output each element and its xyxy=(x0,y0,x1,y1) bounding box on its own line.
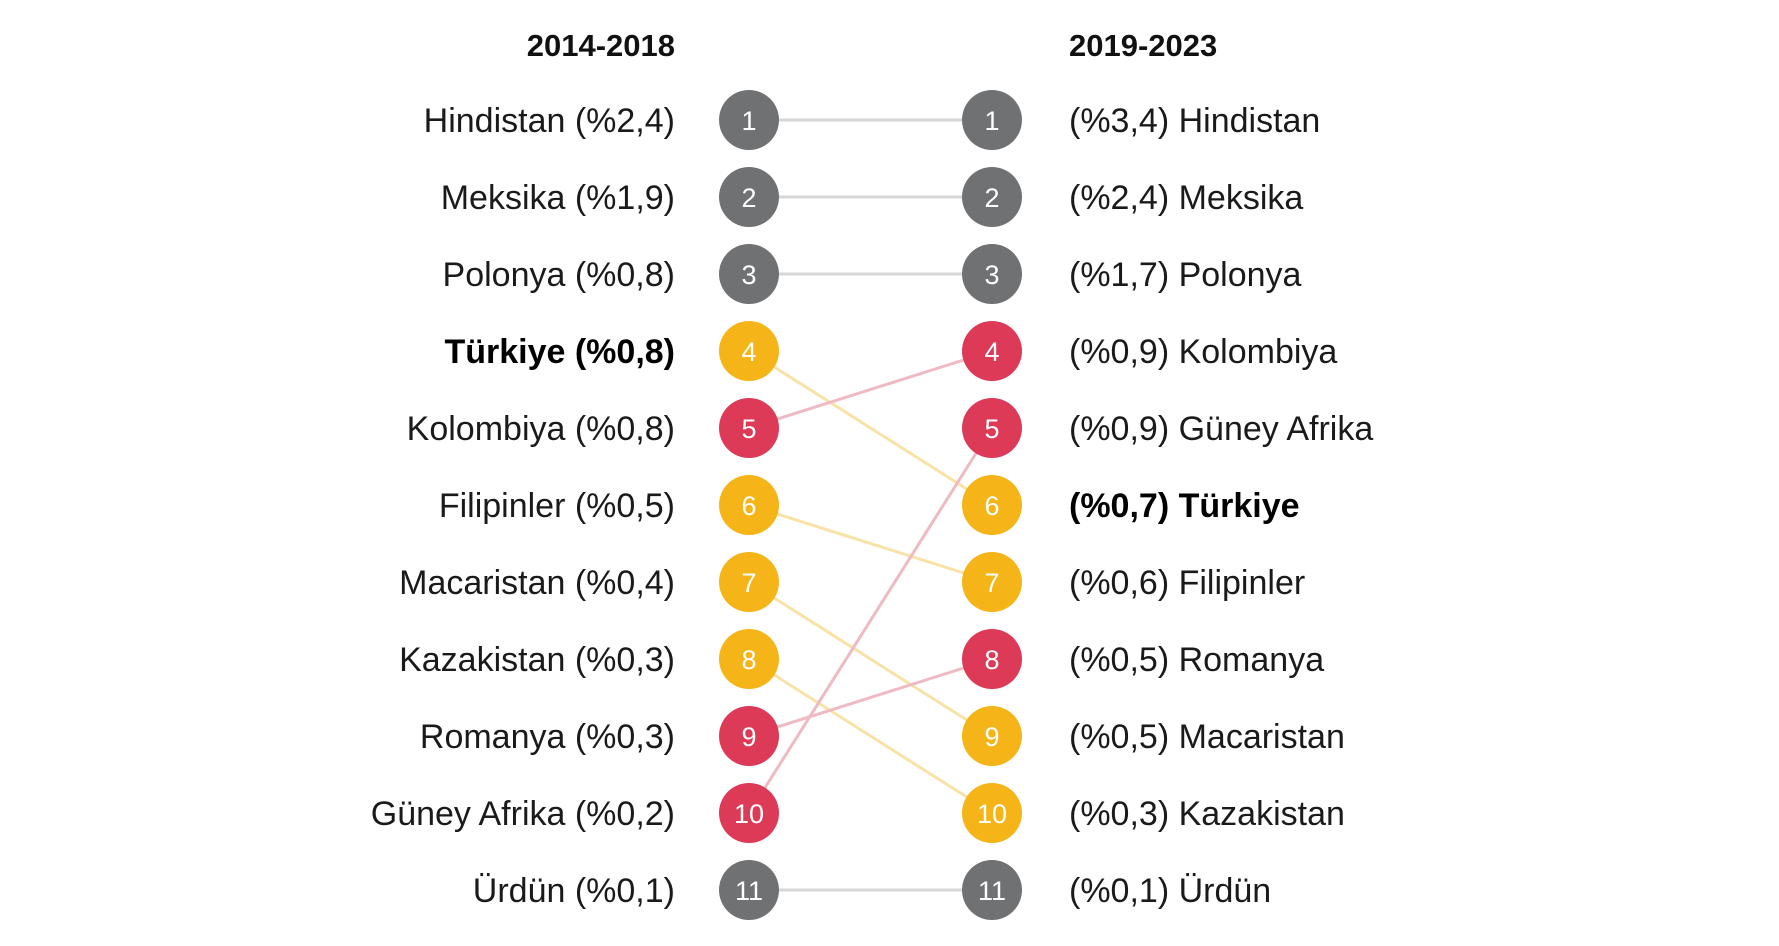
right-label-meksika: (%2,4) Meksika xyxy=(1069,179,1303,217)
left-rank-marker-1 xyxy=(719,90,779,150)
left-rank-marker-8 xyxy=(719,629,779,689)
right-label-kolombiya: (%0,9) Kolombiya xyxy=(1069,333,1337,371)
left-label-romanya: Romanya (%0,3) xyxy=(420,718,675,756)
left-rank-marker-4 xyxy=(719,321,779,381)
left-label-polonya: Polonya (%0,8) xyxy=(443,256,675,294)
right-rank-marker-10 xyxy=(962,783,1022,843)
right-rank-number-3: 3 xyxy=(984,260,999,290)
left-rank-number-7: 7 xyxy=(741,568,756,598)
left-rank-number-1: 1 xyxy=(741,106,756,136)
right-column-title: 2019-2023 xyxy=(1069,28,1217,63)
right-rank-number-8: 8 xyxy=(984,645,999,675)
right-column: 1 (%3,4) Hindistan 2 (%2,4) Meksika 3 (%1,7) … xyxy=(962,90,1373,920)
right-rank-marker-1 xyxy=(962,90,1022,150)
left-label-guney-afrika: Güney Afrika (%0,2) xyxy=(371,795,675,833)
right-rank-number-11: 11 xyxy=(978,876,1006,906)
left-rank-number-10: 10 xyxy=(734,799,764,829)
connector-line-filipinler xyxy=(748,503,993,584)
right-rank-marker-7 xyxy=(962,552,1022,612)
right-rank-number-10: 10 xyxy=(977,799,1007,829)
right-label-filipinler: (%0,6) Filipinler xyxy=(1069,564,1305,602)
left-label-urdun: Ürdün (%0,1) xyxy=(473,872,675,910)
left-label-filipinler: Filipinler (%0,5) xyxy=(439,487,675,525)
right-label-urdun: (%0,1) Ürdün xyxy=(1069,872,1271,910)
right-rank-marker-6 xyxy=(962,475,1022,535)
left-rank-number-3: 3 xyxy=(741,260,756,290)
left-rank-marker-3 xyxy=(719,244,779,304)
left-rank-number-8: 8 xyxy=(741,645,756,675)
right-rank-marker-3 xyxy=(962,244,1022,304)
left-rank-marker-9 xyxy=(719,706,779,766)
right-label-polonya: (%1,7) Polonya xyxy=(1069,256,1302,294)
left-rank-number-9: 9 xyxy=(741,722,756,752)
right-label-turkiye: (%0,7) Türkiye xyxy=(1069,487,1300,525)
left-label-kazakistan: Kazakistan (%0,3) xyxy=(399,641,675,679)
left-label-macaristan: Macaristan (%0,4) xyxy=(399,564,675,602)
left-label-hindistan: Hindistan (%2,4) xyxy=(424,102,675,140)
connector-line-kazakistan xyxy=(748,657,993,815)
left-label-meksika: Meksika (%1,9) xyxy=(441,179,675,217)
connector-line-macaristan xyxy=(748,580,993,738)
right-rank-marker-2 xyxy=(962,167,1022,227)
left-rank-marker-6 xyxy=(719,475,779,535)
right-rank-number-7: 7 xyxy=(984,568,999,598)
right-rank-number-4: 4 xyxy=(984,337,999,367)
right-rank-marker-5 xyxy=(962,398,1022,458)
right-label-guney-afrika: (%0,9) Güney Afrika xyxy=(1069,410,1373,448)
right-label-hindistan: (%3,4) Hindistan xyxy=(1069,102,1320,140)
left-rank-number-6: 6 xyxy=(741,491,756,521)
left-rank-marker-7 xyxy=(719,552,779,612)
connector-line-romanya xyxy=(748,657,993,738)
right-rank-number-6: 6 xyxy=(984,491,999,521)
left-rank-number-11: 11 xyxy=(735,876,763,906)
right-rank-marker-9 xyxy=(962,706,1022,766)
right-rank-number-2: 2 xyxy=(984,183,999,213)
left-rank-number-2: 2 xyxy=(741,183,756,213)
right-rank-number-5: 5 xyxy=(984,414,999,444)
left-label-kolombiya: Kolombiya (%0,8) xyxy=(407,410,675,448)
connector-lines xyxy=(747,118,994,892)
left-rank-marker-2 xyxy=(719,167,779,227)
left-rank-number-5: 5 xyxy=(741,414,756,444)
left-rank-number-4: 4 xyxy=(741,337,756,367)
right-label-kazakistan: (%0,3) Kazakistan xyxy=(1069,795,1345,833)
left-column: 1 Hindistan (%2,4) 2 Meksika (%1,9) 3 Polonya… xyxy=(371,90,779,920)
right-label-romanya: (%0,5) Romanya xyxy=(1069,641,1324,679)
right-rank-marker-11 xyxy=(962,860,1022,920)
connector-line-turkiye xyxy=(748,349,993,507)
left-rank-marker-5 xyxy=(719,398,779,458)
right-rank-marker-4 xyxy=(962,321,1022,381)
right-rank-marker-8 xyxy=(962,629,1022,689)
connector-line-kolombiya xyxy=(748,349,993,430)
connector-line-guney-afrika xyxy=(747,427,994,814)
left-rank-marker-10 xyxy=(719,783,779,843)
right-rank-number-1: 1 xyxy=(984,106,999,136)
left-label-turkiye: Türkiye (%0,8) xyxy=(444,333,675,371)
left-rank-marker-11 xyxy=(719,860,779,920)
right-label-macaristan: (%0,5) Macaristan xyxy=(1069,718,1345,756)
right-rank-number-9: 9 xyxy=(984,722,999,752)
left-column-title: 2014-2018 xyxy=(527,28,675,63)
